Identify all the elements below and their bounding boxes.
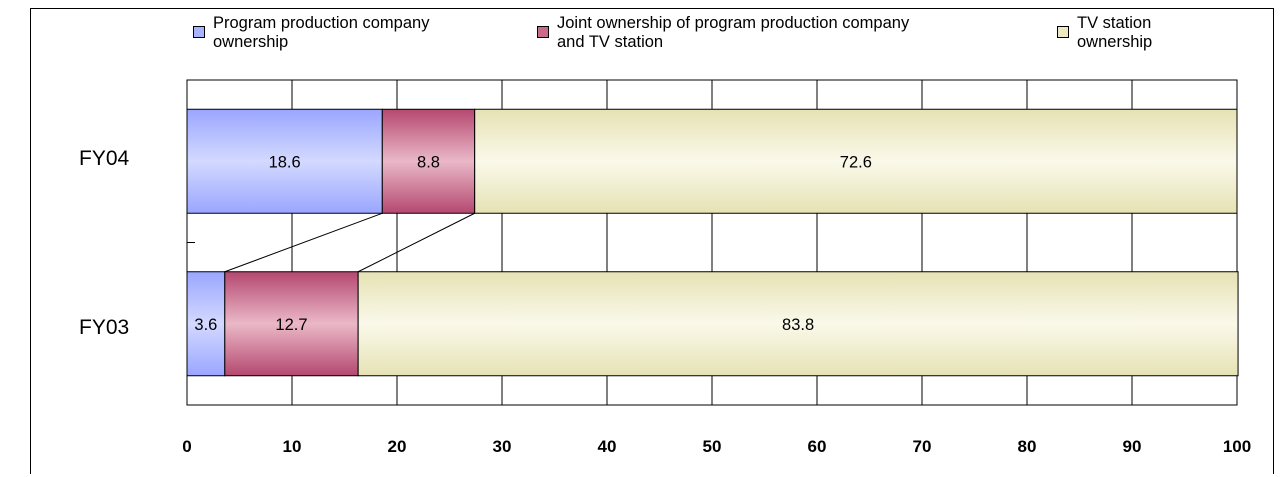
x-axis-ticks: 0 10 20 30 40 50 60 70 80 90 100 bbox=[182, 437, 1251, 456]
legend-label-joint-ownership: Joint ownership of program production co… bbox=[557, 14, 910, 51]
connector-line bbox=[357, 212, 475, 273]
bar-fy03-series-0 bbox=[186, 271, 226, 377]
connector-line bbox=[224, 212, 383, 273]
bar-fy04-series-2 bbox=[474, 108, 1238, 214]
data-label-fy03-series-2: 83.8 bbox=[782, 316, 814, 334]
legend-item-tv-station: TV station ownership bbox=[1057, 14, 1152, 52]
bar-fy03-series-1 bbox=[224, 271, 359, 377]
x-tick-label: 90 bbox=[1123, 437, 1142, 456]
data-label-fy04-series-2: 72.6 bbox=[840, 153, 872, 171]
x-tick-label: 10 bbox=[283, 437, 302, 456]
data-label-fy03-series-0: 3.6 bbox=[194, 316, 217, 334]
legend: Program production company ownership Joi… bbox=[0, 0, 1280, 80]
data-label-fy04-series-1: 8.8 bbox=[417, 153, 440, 171]
chart-frame bbox=[30, 8, 1274, 474]
data-label-fy04-series-0: 18.6 bbox=[269, 153, 301, 171]
category-label-fy04: FY04 bbox=[79, 147, 130, 170]
legend-label-program-production: Program production company ownership bbox=[213, 14, 430, 51]
labels-layer: 18.6 8.8 72.6 3.6 12.7 83.8 bbox=[194, 153, 871, 334]
legend-item-program-production: Program production company ownership bbox=[193, 14, 429, 52]
x-tick-label: 0 bbox=[182, 437, 191, 456]
legend-label-tv-station: TV station ownership bbox=[1077, 14, 1153, 51]
x-tick-label: 30 bbox=[493, 437, 512, 456]
x-tick-label: 80 bbox=[1018, 437, 1037, 456]
bar-fy04-series-0 bbox=[186, 108, 383, 214]
x-tick-label: 40 bbox=[598, 437, 617, 456]
legend-swatch-program-production bbox=[193, 26, 205, 38]
legend-swatch-joint-ownership bbox=[537, 26, 549, 38]
x-tick-label: 100 bbox=[1223, 437, 1251, 456]
category-label-fy03: FY03 bbox=[79, 316, 130, 339]
x-tick-label: 70 bbox=[913, 437, 932, 456]
legend-swatch-tv-station bbox=[1057, 26, 1069, 38]
bars-layer bbox=[186, 108, 1239, 377]
bar-fy04-series-1 bbox=[381, 108, 476, 214]
bar-fy03-series-2 bbox=[357, 271, 1239, 377]
data-label-fy03-series-1: 12.7 bbox=[275, 316, 307, 334]
x-tick-label: 60 bbox=[808, 437, 827, 456]
x-tick-label: 20 bbox=[388, 437, 407, 456]
legend-item-joint-ownership: Joint ownership of program production co… bbox=[537, 14, 909, 52]
x-tick-label: 50 bbox=[703, 437, 722, 456]
